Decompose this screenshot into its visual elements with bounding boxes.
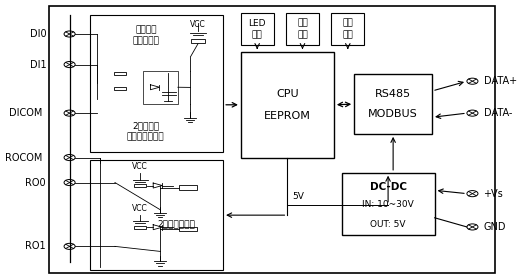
Bar bbox=[341, 173, 434, 235]
Text: IN: 10~30V: IN: 10~30V bbox=[362, 199, 414, 208]
Text: VCC: VCC bbox=[132, 162, 148, 171]
Text: RS485: RS485 bbox=[375, 89, 411, 99]
Text: 2路继电器输出: 2路继电器输出 bbox=[158, 219, 196, 229]
Text: +Vs: +Vs bbox=[483, 189, 503, 199]
Text: CPU: CPU bbox=[276, 89, 299, 99]
Text: 复位: 复位 bbox=[297, 18, 308, 28]
Text: DI1: DI1 bbox=[31, 59, 47, 69]
Bar bbox=[286, 13, 319, 45]
Bar bbox=[354, 74, 432, 134]
Text: VCC: VCC bbox=[190, 20, 206, 29]
Bar bbox=[179, 185, 197, 190]
Text: DATA-: DATA- bbox=[483, 108, 512, 118]
Bar bbox=[331, 13, 364, 45]
Text: DICOM: DICOM bbox=[8, 108, 42, 118]
Bar bbox=[241, 52, 334, 158]
Bar bbox=[134, 184, 146, 187]
Bar bbox=[179, 227, 197, 231]
Text: 2路开关量: 2路开关量 bbox=[132, 121, 159, 130]
Bar bbox=[114, 87, 126, 90]
Text: 电路: 电路 bbox=[297, 31, 308, 40]
Text: VCC: VCC bbox=[132, 204, 148, 213]
Text: 开关: 开关 bbox=[342, 31, 353, 40]
Text: 输入可选: 输入可选 bbox=[135, 25, 157, 34]
Text: RO0: RO0 bbox=[25, 177, 46, 187]
Bar bbox=[90, 15, 223, 152]
Bar bbox=[143, 71, 178, 104]
Text: LED: LED bbox=[248, 18, 266, 28]
Bar bbox=[90, 160, 223, 270]
Bar bbox=[191, 39, 205, 43]
Bar bbox=[134, 225, 146, 229]
Text: MODBUS: MODBUS bbox=[368, 109, 418, 119]
Text: 调试: 调试 bbox=[342, 18, 353, 28]
Text: DC-DC: DC-DC bbox=[370, 182, 407, 192]
Text: 5V: 5V bbox=[292, 192, 305, 201]
Text: GND: GND bbox=[483, 222, 506, 232]
Text: EEPROM: EEPROM bbox=[264, 111, 311, 121]
Text: RO1: RO1 bbox=[25, 241, 46, 251]
Bar bbox=[241, 13, 274, 45]
Bar bbox=[49, 6, 495, 273]
Text: 共阴和共阳: 共阴和共阳 bbox=[133, 37, 159, 45]
Text: 显示: 显示 bbox=[252, 31, 262, 40]
Text: ROCOM: ROCOM bbox=[5, 153, 42, 163]
Bar bbox=[114, 72, 126, 75]
Text: DI0: DI0 bbox=[31, 29, 47, 39]
Text: DATA+: DATA+ bbox=[483, 76, 517, 86]
Text: OUT: 5V: OUT: 5V bbox=[370, 220, 406, 229]
Text: 输入和光耦隔离: 输入和光耦隔离 bbox=[127, 132, 165, 141]
